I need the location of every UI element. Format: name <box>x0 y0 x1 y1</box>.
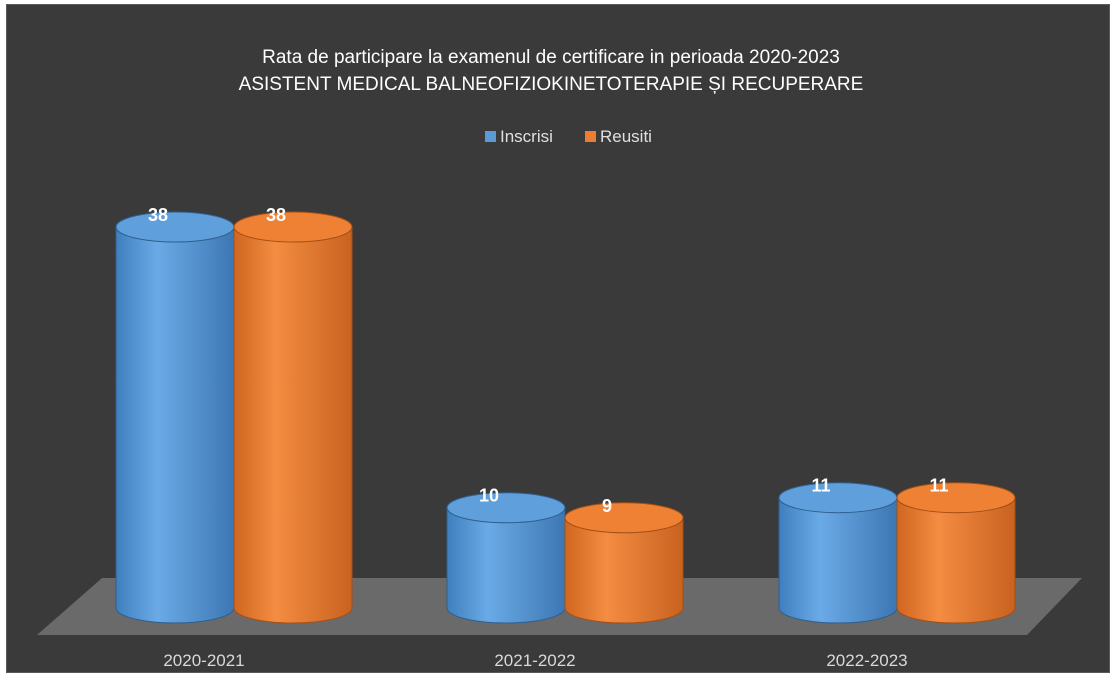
bar-inscrisi-2021-2022 <box>446 492 566 624</box>
bar-inscrisi-2022-2023 <box>778 482 898 624</box>
legend-label-inscrisi: Inscrisi <box>500 127 553 146</box>
legend-swatch-reusiti <box>585 131 596 142</box>
x-tick-label-2020-2021: 2020-2021 <box>163 651 244 670</box>
x-tick-label-2022-2023: 2022-2023 <box>826 651 907 670</box>
bar-body-reusiti-2022-2023 <box>896 497 1016 624</box>
bar-top-inscrisi-2022-2023 <box>778 482 898 514</box>
bar-top-inscrisi-2021-2022 <box>446 492 566 524</box>
chart-title: Rata de participare la examenul de certi… <box>262 47 840 68</box>
bar-reusiti-2021-2022 <box>564 502 684 624</box>
labels-layer: 38 38 10 9 11 11 <box>148 205 949 516</box>
bars-layer <box>115 211 1016 624</box>
legend: Inscrisi Reusiti <box>485 127 652 146</box>
chart-svg: Rata de participare la examenul de certi… <box>37 47 1082 670</box>
bar-top-reusiti-2020-2021 <box>233 211 353 243</box>
bar-body-inscrisi-2021-2022 <box>446 507 566 624</box>
data-label-reusiti-2022-2023: 11 <box>929 476 948 496</box>
bar-body-reusiti-2021-2022 <box>564 517 684 624</box>
bar-top-reusiti-2022-2023 <box>896 482 1016 514</box>
bar-top-reusiti-2021-2022 <box>564 502 684 534</box>
chart-subtitle: ASISTENT MEDICAL BALNEOFIZIOKINETOTERAPI… <box>239 74 864 95</box>
x-tick-label-2021-2022: 2021-2022 <box>494 651 575 670</box>
bar-body-inscrisi-2022-2023 <box>778 497 898 624</box>
bar-top-inscrisi-2020-2021 <box>115 211 235 243</box>
bar-inscrisi-2020-2021 <box>115 211 235 624</box>
data-label-inscrisi-2022-2023: 11 <box>811 476 830 496</box>
ticks-layer: 2020-2021 2021-2022 2022-2023 <box>163 651 907 670</box>
legend-swatch-inscrisi <box>485 131 496 142</box>
legend-label-reusiti: Reusiti <box>600 127 652 146</box>
bar-reusiti-2022-2023 <box>896 482 1016 624</box>
data-label-reusiti-2020-2021: 38 <box>266 205 286 225</box>
data-label-reusiti-2021-2022: 9 <box>602 496 612 516</box>
chart-frame: Rata de participare la examenul de certi… <box>6 4 1110 673</box>
bar-body-reusiti-2020-2021 <box>233 226 353 624</box>
data-label-inscrisi-2021-2022: 10 <box>479 486 499 506</box>
bar-body-inscrisi-2020-2021 <box>115 226 235 624</box>
data-label-inscrisi-2020-2021: 38 <box>148 205 168 225</box>
bar-reusiti-2020-2021 <box>233 211 353 624</box>
